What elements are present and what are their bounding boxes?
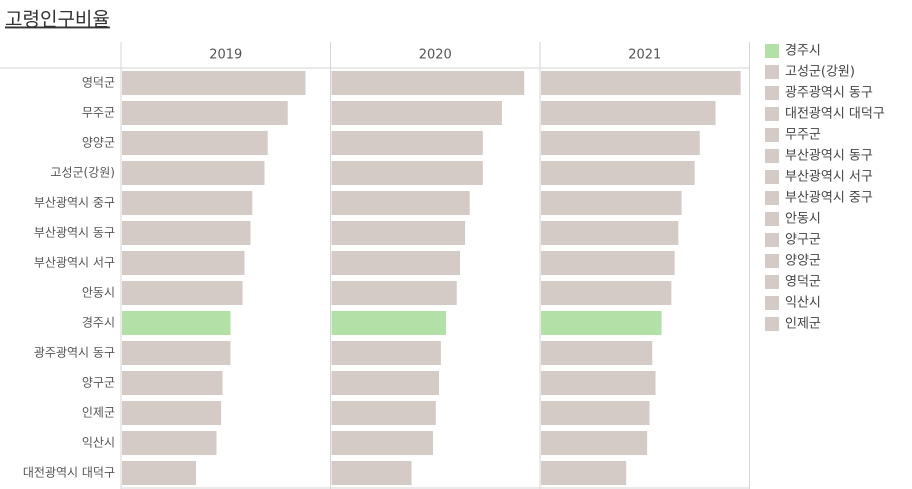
- panel-header: 2021: [628, 48, 661, 63]
- bar: [331, 461, 412, 485]
- legend-swatch: [765, 86, 779, 100]
- row-label: 안동시: [82, 286, 115, 300]
- bar: [541, 161, 695, 185]
- bar: [541, 251, 675, 275]
- bar: [331, 371, 440, 395]
- legend-label: 부산광역시 서구: [785, 170, 873, 185]
- bar: [331, 251, 460, 275]
- bar: [331, 311, 447, 335]
- legend-swatch: [765, 170, 779, 184]
- legend-swatch: [765, 317, 779, 331]
- bar: [331, 131, 483, 155]
- legend-label: 대전광역시 대덕구: [785, 107, 885, 122]
- legend-label: 경주시: [785, 44, 821, 59]
- legend-swatch: [765, 128, 779, 142]
- bar: [122, 101, 288, 125]
- bar: [541, 371, 656, 395]
- bar: [331, 161, 483, 185]
- legend-label: 영덕군: [785, 275, 821, 290]
- bar: [122, 371, 223, 395]
- bar: [331, 71, 525, 95]
- legend-swatch: [765, 191, 779, 205]
- legend-swatch: [765, 233, 779, 247]
- bar: [541, 221, 679, 245]
- bar: [331, 281, 457, 305]
- bar: [331, 101, 502, 125]
- row-label: 익산시: [82, 436, 115, 450]
- row-label: 부산광역시 동구: [34, 226, 115, 240]
- legend-label: 인제군: [785, 317, 821, 332]
- legend-label: 무주군: [785, 128, 821, 143]
- bar: [541, 101, 716, 125]
- row-label: 영덕군: [82, 76, 115, 90]
- legend-swatch: [765, 254, 779, 268]
- bar: [122, 191, 253, 215]
- row-label: 무주군: [82, 106, 115, 120]
- legend-label: 양구군: [785, 233, 821, 248]
- legend-swatch: [765, 296, 779, 310]
- bar: [541, 461, 627, 485]
- legend-label: 안동시: [785, 212, 821, 227]
- bar: [541, 131, 700, 155]
- legend-label: 익산시: [785, 296, 821, 311]
- bar: [122, 71, 306, 95]
- row-label: 대전광역시 대덕구: [23, 466, 115, 480]
- row-label: 양구군: [82, 376, 115, 390]
- legend-swatch: [765, 65, 779, 79]
- legend-label: 부산광역시 동구: [785, 149, 873, 164]
- row-label: 광주광역시 동구: [34, 346, 115, 360]
- bar: [122, 131, 268, 155]
- legend-swatch: [765, 44, 779, 58]
- row-label: 인제군: [82, 406, 115, 420]
- bar: [541, 341, 653, 365]
- bar: [122, 401, 222, 425]
- legend-swatch: [765, 107, 779, 121]
- row-label: 양양군: [82, 136, 115, 150]
- legend-label: 양양군: [785, 254, 821, 269]
- legend-label: 광주광역시 동구: [785, 86, 873, 101]
- bar: [122, 251, 245, 275]
- bar: [122, 281, 243, 305]
- chart-title: 고령인구비율: [5, 9, 110, 31]
- bar: [331, 341, 441, 365]
- bar: [541, 281, 672, 305]
- bar: [331, 401, 436, 425]
- bar: [541, 191, 682, 215]
- bar: [541, 311, 662, 335]
- panel-header: 2019: [209, 48, 242, 63]
- panel-header: 2020: [419, 48, 452, 63]
- row-label: 부산광역시 중구: [34, 196, 115, 210]
- row-label: 경주시: [82, 316, 115, 330]
- row-label: 부산광역시 서구: [34, 256, 115, 270]
- bar: [541, 431, 648, 455]
- legend-swatch: [765, 149, 779, 163]
- bar: [122, 461, 197, 485]
- legend-swatch: [765, 275, 779, 289]
- bar: [122, 311, 231, 335]
- row-label: 고성군(강원): [50, 166, 115, 180]
- legend-label: 부산광역시 중구: [785, 191, 873, 206]
- bar: [541, 401, 650, 425]
- legend-swatch: [765, 212, 779, 226]
- bar: [122, 341, 231, 365]
- bar: [331, 191, 470, 215]
- bar: [122, 431, 217, 455]
- bar: [331, 431, 433, 455]
- bar: [541, 71, 741, 95]
- bar: [331, 221, 466, 245]
- legend-label: 고성군(강원): [785, 65, 855, 80]
- bar: [122, 161, 265, 185]
- bar: [122, 221, 251, 245]
